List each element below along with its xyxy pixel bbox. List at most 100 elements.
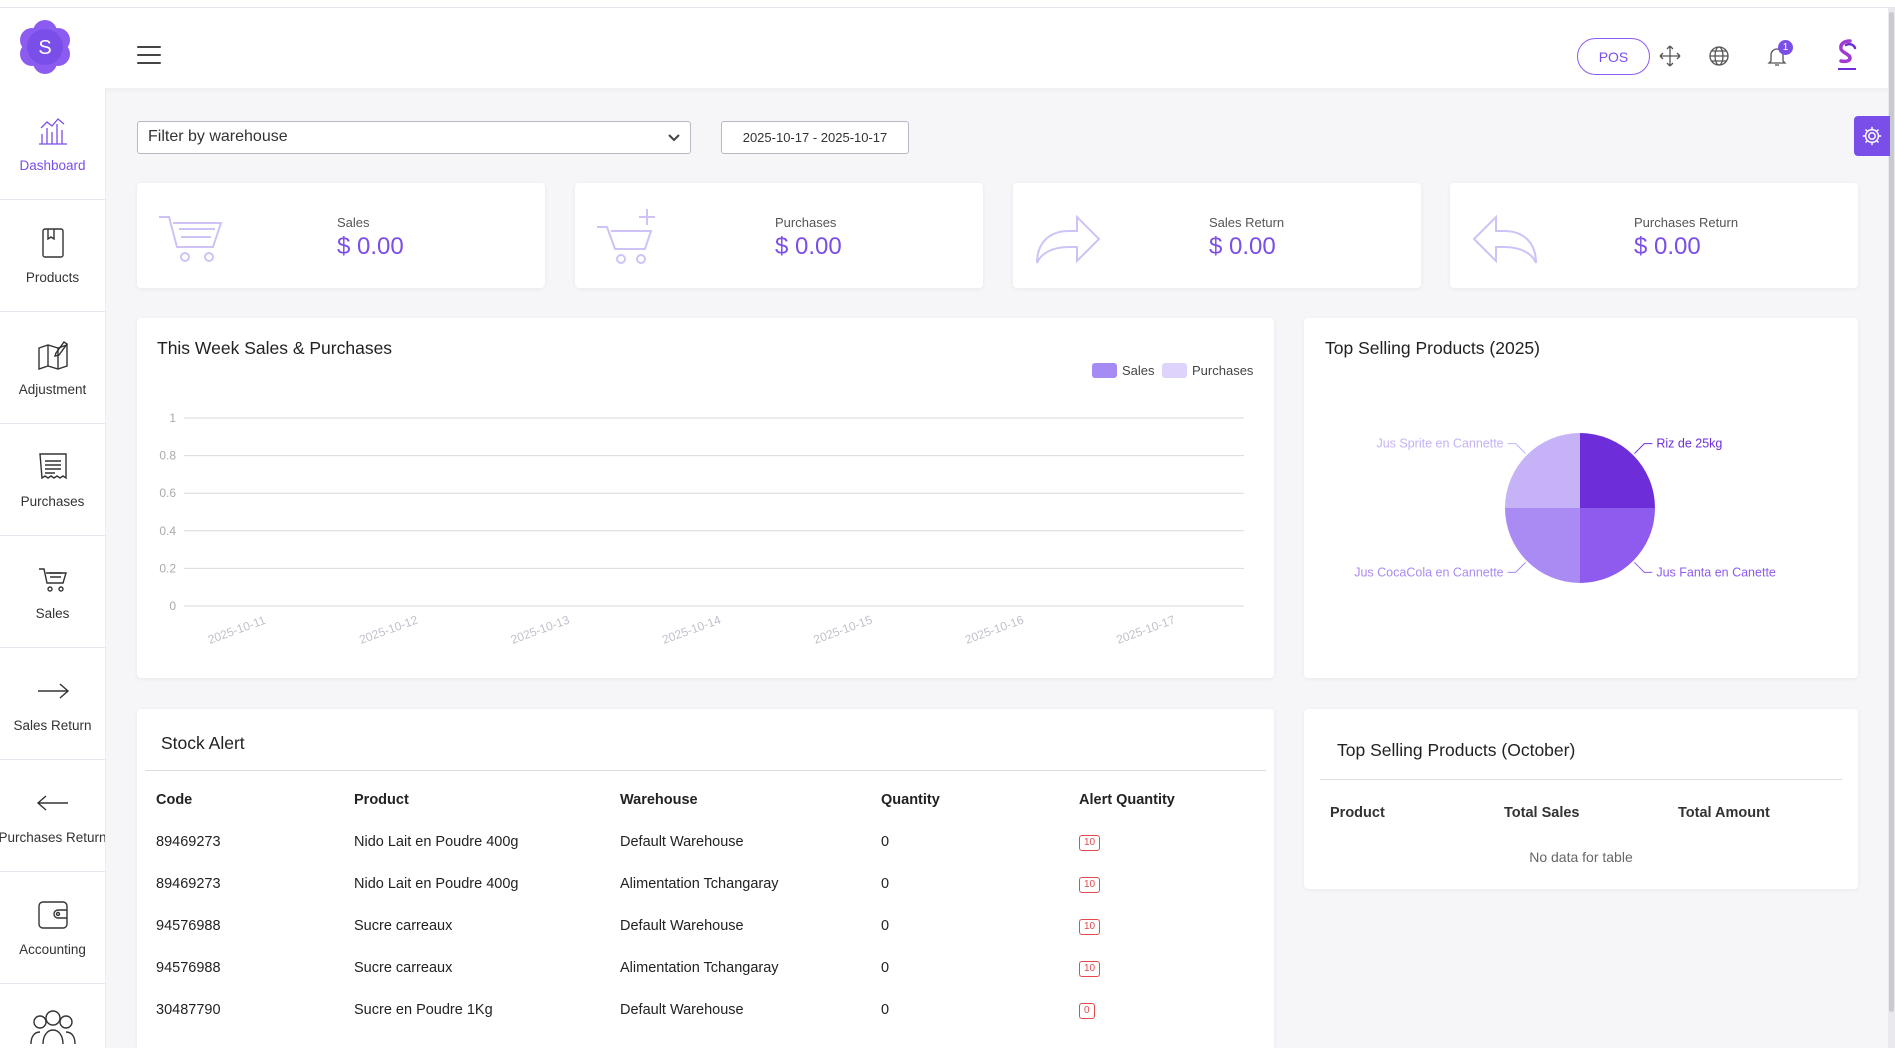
- column-header[interactable]: Alert Quantity: [1079, 792, 1175, 808]
- y-tick-label: 1: [169, 411, 176, 425]
- table-row[interactable]: 94576988 Sucre carreaux Alimentation Tchan…: [146, 947, 1266, 989]
- pie-slice[interactable]: [1505, 508, 1580, 583]
- card-title: Top Selling Products (2025): [1325, 338, 1540, 358]
- table-cell: 0: [881, 960, 890, 976]
- sidebar-item-label: Adjustment: [18, 382, 87, 397]
- pie-slice-label: Jus CocaCola en Cannette: [1354, 565, 1503, 579]
- column-header[interactable]: Product: [1330, 805, 1385, 821]
- x-tick-label: 2025-10-12: [357, 613, 420, 647]
- gear-icon: [1862, 126, 1882, 146]
- language-globe-icon[interactable]: [1707, 44, 1731, 68]
- column-header[interactable]: Code: [156, 792, 193, 808]
- sidebar-item-sales-return[interactable]: Sales Return: [0, 648, 105, 760]
- sidebar-item-purchases-return[interactable]: Purchases Return: [0, 760, 105, 872]
- settings-toggle-button[interactable]: [1854, 116, 1890, 156]
- card-title: Top Selling Products (October): [1337, 740, 1576, 760]
- stat-label: Purchases: [775, 215, 837, 230]
- weekly-chart-card: This Week Sales & Purchases 1 0.8 0.6 0.4 0.…: [137, 318, 1274, 678]
- pie-label-leader: [1507, 562, 1526, 573]
- fullscreen-icon[interactable]: [1658, 44, 1682, 68]
- table-cell: 94576988: [156, 960, 221, 976]
- page-scrollbar-thumb[interactable]: [1889, 12, 1894, 1012]
- alert-quantity-badge: 10: [1079, 877, 1101, 893]
- sidebar-item-accounting[interactable]: Accounting: [0, 872, 105, 984]
- pie-slice-label: Riz de 25kg: [1656, 437, 1722, 451]
- legend-label: Sales: [1122, 363, 1155, 378]
- sidebar-item-label: Products: [25, 270, 80, 285]
- date-range-picker[interactable]: 2025-10-17 - 2025-10-17: [721, 121, 909, 154]
- stat-value: $ 0.00: [1209, 233, 1276, 260]
- warehouse-filter-select[interactable]: Filter by warehouse: [137, 121, 691, 154]
- empty-table-message: No data for table: [1529, 849, 1633, 865]
- user-avatar[interactable]: [1832, 38, 1862, 74]
- pie-label-leader: [1507, 443, 1526, 454]
- table-cell: Alimentation Tchangaray: [620, 876, 779, 892]
- table-cell: Default Warehouse: [620, 834, 744, 850]
- wallet-icon: [37, 901, 68, 929]
- stat-label: Sales Return: [1209, 215, 1285, 230]
- column-header[interactable]: Warehouse: [620, 792, 698, 808]
- sidebar-item-label: Sales: [35, 606, 70, 621]
- card-title: This Week Sales & Purchases: [157, 338, 393, 358]
- top-selling-month-table: Product Total Sales Total Amount: [1318, 795, 1838, 831]
- table-row[interactable]: 89469273 Nido Lait en Poudre 400g Alimenta…: [146, 863, 1266, 905]
- table-cell: 89469273: [156, 876, 221, 892]
- table-cell: 89469273: [156, 834, 221, 850]
- alert-quantity-cell: 10: [1069, 947, 1266, 989]
- table-row[interactable]: 94576988 Sucre carreaux Default Warehouse 0…: [146, 905, 1266, 947]
- y-tick-label: 0.4: [159, 524, 176, 538]
- y-tick-label: 0: [169, 599, 176, 613]
- pie-slice[interactable]: [1505, 433, 1580, 508]
- stat-value: $ 0.00: [337, 233, 404, 260]
- column-header[interactable]: Quantity: [881, 792, 940, 808]
- table-cell: 0: [881, 876, 890, 892]
- table-row[interactable]: 89469273 Nido Lait en Poudre 400g Default …: [146, 821, 1266, 863]
- column-header[interactable]: Product: [354, 792, 409, 808]
- x-tick-label: 2025-10-14: [660, 613, 723, 647]
- table-header-row: Product Total Sales Total Amount: [1318, 795, 1838, 831]
- menu-toggle-icon[interactable]: [137, 46, 161, 64]
- stock-alert-card: Stock Alert Code Product Warehouse Quant…: [137, 709, 1274, 1048]
- table-cell: 0: [881, 918, 890, 934]
- divider: [1320, 779, 1842, 780]
- stat-card-sales: Sales $ 0.00: [137, 183, 545, 288]
- y-tick-label: 0.2: [159, 561, 176, 575]
- pos-button[interactable]: POS: [1577, 38, 1650, 75]
- users-icon: [29, 1010, 76, 1045]
- alert-quantity-badge: 10: [1079, 919, 1101, 935]
- top-selling-pie-chart: Riz de 25kg Jus Fanta en Canette Jus CocaC…: [1354, 433, 1776, 583]
- sidebar-item-sales[interactable]: Sales: [0, 536, 105, 648]
- alert-quantity-cell: 10: [1069, 905, 1266, 947]
- sidebar-item-dashboard[interactable]: Dashboard: [0, 88, 105, 200]
- y-tick-label: 0.6: [159, 486, 176, 500]
- alert-quantity-badge: 10: [1079, 961, 1101, 977]
- alert-quantity-badge: 0: [1079, 1003, 1095, 1019]
- sidebar-item-products[interactable]: Products: [0, 200, 105, 312]
- table-header-row: Code Product Warehouse Quantity Alert Qu…: [146, 779, 1266, 821]
- stat-card-purchases-return: Purchases Return $ 0.00: [1450, 183, 1858, 288]
- app-logo[interactable]: S: [16, 18, 74, 76]
- cart-icon: [38, 568, 67, 592]
- sidebar-item-label: Dashboard: [19, 158, 86, 173]
- table-cell: 94576988: [156, 918, 221, 934]
- table-cell: Nido Lait en Poudre 400g: [354, 876, 519, 892]
- legend-swatch: [1162, 363, 1187, 378]
- alert-quantity-cell: 0: [1069, 989, 1266, 1031]
- alert-quantity-cell: 10: [1069, 821, 1266, 863]
- pie-slice[interactable]: [1580, 433, 1655, 508]
- arrow-right-icon: [37, 683, 69, 699]
- pie-slice[interactable]: [1580, 508, 1655, 583]
- legend-label: Purchases: [1192, 363, 1254, 378]
- sidebar-item-people[interactable]: [0, 984, 105, 1048]
- table-cell: 0: [881, 1002, 890, 1018]
- table-row[interactable]: 30487790 Sucre en Poudre 1Kg Default Wareh…: [146, 989, 1266, 1031]
- column-header[interactable]: Total Amount: [1678, 805, 1770, 821]
- stat-label: Sales: [337, 215, 370, 230]
- column-header[interactable]: Total Sales: [1504, 805, 1580, 821]
- stat-label: Purchases Return: [1634, 215, 1739, 230]
- y-tick-label: 0.8: [159, 449, 176, 463]
- sidebar-item-adjustment[interactable]: Adjustment: [0, 312, 105, 424]
- undo-arrow-icon: [1472, 214, 1537, 264]
- pie-label-leader: [1634, 443, 1653, 454]
- sidebar-item-purchases[interactable]: Purchases: [0, 424, 105, 536]
